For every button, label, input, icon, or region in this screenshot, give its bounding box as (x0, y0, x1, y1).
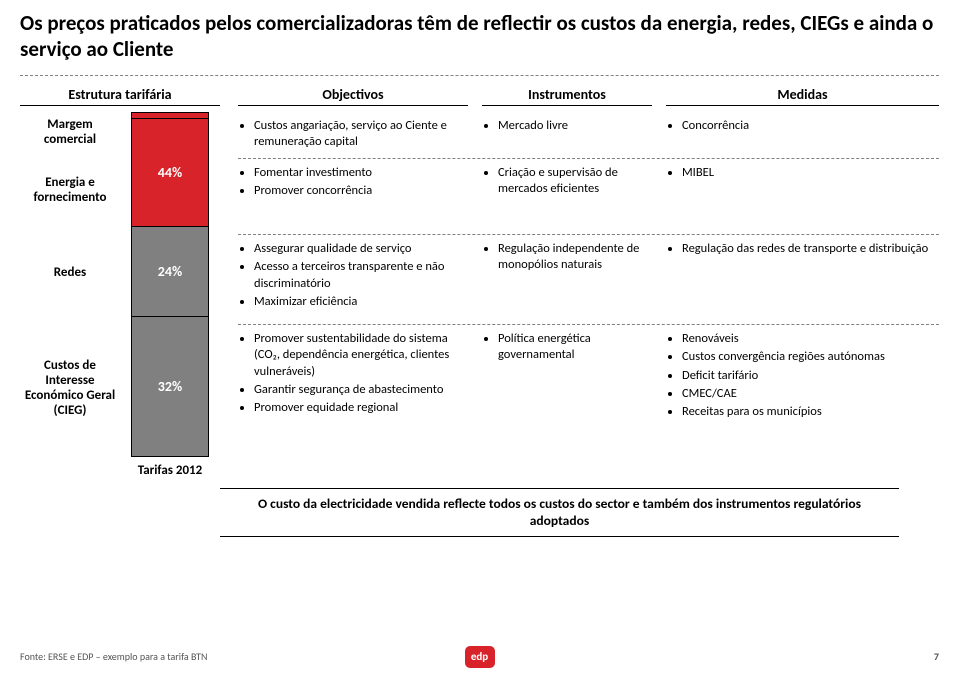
header-tariff: Estrutura tarifária (20, 86, 220, 106)
row-label-margem: Margem comercial (20, 112, 120, 152)
instruments-cell: Política energética governamental (482, 331, 652, 459)
list-item: MIBEL (682, 165, 939, 181)
measures-cell: Concorrência (666, 118, 939, 153)
list-item: Deficit tarifário (682, 368, 939, 384)
list-item: Custos convergência regiões autónomas (682, 349, 939, 365)
row-labels: Margem comercial Energia e fornecimento … (20, 112, 120, 478)
header-instruments: Instrumentos (482, 86, 652, 106)
header-measures: Medidas (666, 86, 939, 106)
bar-caption: Tarifas 2012 (138, 463, 203, 478)
tariff-structure-block: Margem comercial Energia e fornecimento … (20, 112, 220, 478)
bar-segment-2: 24% (132, 226, 208, 316)
list-item: Promover sustentabilidade do sistema (CO… (254, 331, 468, 380)
measures-cell: MIBEL (666, 165, 939, 228)
title-divider (20, 75, 939, 76)
list-item: Criação e supervisão de mercados eficien… (498, 165, 652, 198)
list-item: Regulação das redes de transporte e dist… (682, 241, 939, 257)
content-row-1: Fomentar investimento Promover concorrênc… (238, 159, 939, 235)
objectives-cell: Fomentar investimento Promover concorrênc… (238, 165, 468, 228)
list-item: Mercado livre (498, 118, 652, 134)
row-label-redes: Redes (20, 228, 120, 318)
list-item: Concorrência (682, 118, 939, 134)
objectives-cell: Custos angariação, serviço ao Ciente e r… (238, 118, 468, 153)
instruments-cell: Criação e supervisão de mercados eficien… (482, 165, 652, 228)
stacked-bar: 44% 24% 32% (131, 112, 209, 457)
measures-cell: Renováveis Custos convergência regiões au… (666, 331, 939, 459)
instruments-cell: Mercado livre (482, 118, 652, 153)
measures-cell: Regulação das redes de transporte e dist… (666, 241, 939, 318)
list-item: Acesso a terceiros transparente e não di… (254, 259, 468, 292)
content-rows: Custos angariação, serviço ao Ciente e r… (238, 112, 939, 478)
objectives-cell: Assegurar qualidade de serviço Acesso a t… (238, 241, 468, 318)
row-label-energia: Energia e fornecimento (20, 152, 120, 228)
body-row: Margem comercial Energia e fornecimento … (20, 112, 939, 478)
list-item: Custos angariação, serviço ao Ciente e r… (254, 118, 468, 151)
bar-segment-3: 32% (132, 316, 208, 456)
row-label-cieg: Custos de Interesse Económico Geral (CIE… (20, 318, 120, 458)
instruments-cell: Regulação independente de monopólios nat… (482, 241, 652, 318)
main-content: Estrutura tarifária Objectivos Instrumen… (0, 86, 959, 478)
list-item: Receitas para os municípios (682, 404, 939, 420)
content-row-0: Custos angariação, serviço ao Ciente e r… (238, 112, 939, 160)
list-item: Renováveis (682, 331, 939, 347)
content-row-3: Promover sustentabilidade do sistema (CO… (238, 325, 939, 465)
stacked-bar-column: 44% 24% 32% Tarifas 2012 (120, 112, 220, 478)
list-item: Promover equidade regional (254, 400, 468, 416)
objectives-cell: Promover sustentabilidade do sistema (CO… (238, 331, 468, 459)
list-item: Política energética governamental (498, 331, 652, 364)
edp-logo: edp (465, 646, 495, 668)
content-row-2: Assegurar qualidade de serviço Acesso a t… (238, 235, 939, 325)
header-objectives: Objectivos (238, 86, 468, 106)
list-item: Fomentar investimento (254, 165, 468, 181)
list-item: CMEC/CAE (682, 386, 939, 402)
list-item: Assegurar qualidade de serviço (254, 241, 468, 257)
list-item: Promover concorrência (254, 183, 468, 199)
footer-source: Fonte: ERSE e EDP – exemplo para a tarif… (20, 650, 208, 663)
list-item: Regulação independente de monopólios nat… (498, 241, 652, 274)
page-title: Os preços praticados pelos comercializad… (0, 0, 959, 71)
page-footer: Fonte: ERSE e EDP – exemplo para a tarif… (20, 650, 939, 663)
page-number: 7 (934, 650, 939, 663)
conclusion-box: O custo da electricidade vendida reflect… (220, 488, 899, 537)
list-item: Garantir segurança de abastecimento (254, 382, 468, 398)
bar-segment-1: 44% (132, 118, 208, 226)
column-headers: Estrutura tarifária Objectivos Instrumen… (20, 86, 939, 106)
list-item: Maximizar eficiência (254, 294, 468, 310)
